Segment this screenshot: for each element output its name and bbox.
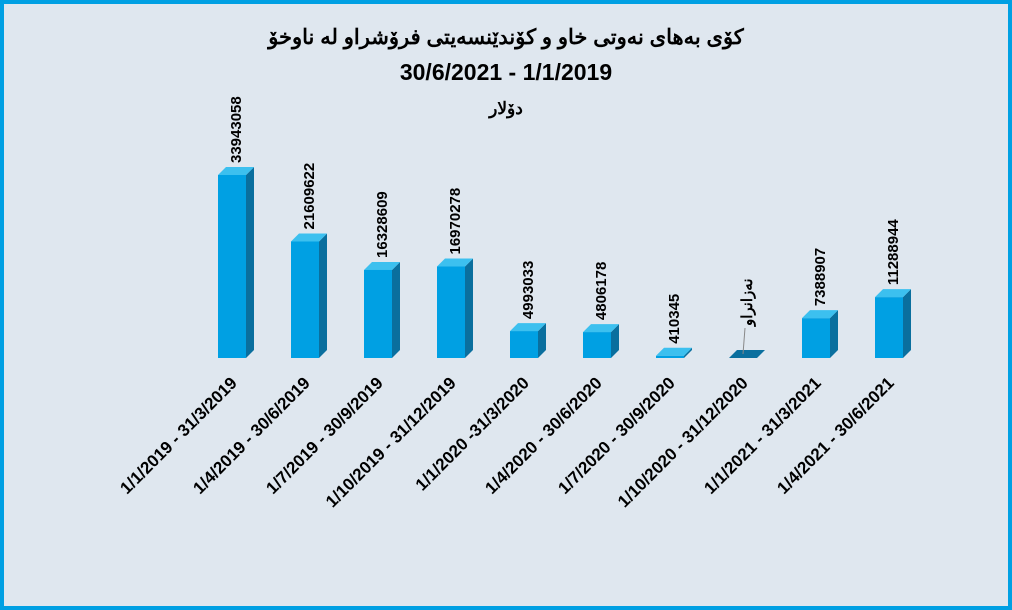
bar bbox=[291, 241, 319, 358]
bar-side bbox=[903, 289, 911, 358]
bar-top bbox=[364, 261, 400, 270]
value-label: 410345 bbox=[666, 294, 683, 344]
bar-top bbox=[875, 289, 911, 298]
bar bbox=[802, 318, 830, 358]
value-label: نەزانراو bbox=[739, 279, 756, 328]
value-label: 4993033 bbox=[520, 261, 537, 319]
empty-slab bbox=[729, 350, 765, 358]
bar-side bbox=[684, 347, 692, 358]
value-label: 4806178 bbox=[593, 262, 610, 320]
bar-side bbox=[538, 323, 546, 358]
bar-side bbox=[392, 261, 400, 358]
bar bbox=[218, 175, 246, 358]
bar-side bbox=[611, 324, 619, 358]
bar bbox=[656, 355, 684, 358]
bar-top bbox=[510, 323, 546, 332]
value-label: 16328609 bbox=[374, 191, 391, 258]
bar-side bbox=[465, 258, 473, 358]
value-label: 7388907 bbox=[812, 248, 829, 306]
value-label: 16970278 bbox=[447, 188, 464, 255]
bar-top bbox=[218, 167, 254, 175]
bar-top bbox=[802, 310, 838, 319]
bar-top bbox=[656, 347, 692, 356]
bar-side bbox=[319, 233, 327, 358]
bar-top bbox=[291, 233, 327, 242]
bar bbox=[583, 332, 611, 358]
bar-side bbox=[830, 310, 838, 358]
bar-top bbox=[583, 324, 619, 333]
chart-title: کۆی بەهای نەوتی خاو و کۆندێنسەیتی فرۆشرا… bbox=[266, 26, 745, 50]
chart-subtitle: 30/6/2021 - 1/1/2019 bbox=[400, 59, 612, 85]
value-label: 33943058 bbox=[228, 96, 245, 163]
value-label: 11288944 bbox=[885, 219, 902, 286]
bar-side bbox=[246, 167, 254, 358]
bar bbox=[875, 297, 903, 358]
bar-top bbox=[437, 258, 473, 267]
bar bbox=[364, 269, 392, 358]
bar bbox=[437, 266, 465, 358]
unit-label: دۆلار bbox=[487, 99, 523, 119]
leader-line bbox=[742, 327, 746, 355]
bar bbox=[510, 331, 538, 358]
value-label: 21609622 bbox=[301, 163, 318, 230]
